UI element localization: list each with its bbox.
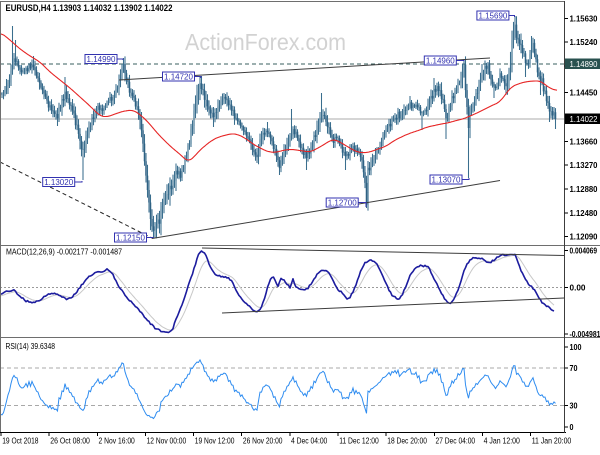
svg-text:2 Nov 16:00: 2 Nov 16:00 [99, 437, 136, 446]
svg-text:1.13270: 1.13270 [570, 160, 598, 170]
svg-text:12 Nov 00:00: 12 Nov 00:00 [147, 437, 187, 446]
svg-text:1.14022: 1.14022 [570, 114, 598, 124]
svg-text:30: 30 [570, 400, 578, 410]
svg-text:27 Dec 04:00: 27 Dec 04:00 [436, 437, 476, 446]
svg-text:0.00: 0.00 [570, 283, 586, 293]
svg-text:18 Dec 20:00: 18 Dec 20:00 [387, 437, 427, 446]
svg-text:0.004069: 0.004069 [570, 246, 598, 256]
svg-text:1.14990: 1.14990 [87, 55, 116, 64]
svg-text:1.12480: 1.12480 [570, 208, 598, 218]
svg-text:-0.004981: -0.004981 [570, 329, 600, 339]
svg-text:11 Jan 20:00: 11 Jan 20:00 [532, 437, 572, 446]
svg-text:1.15690: 1.15690 [478, 12, 507, 21]
svg-text:1.13070: 1.13070 [432, 176, 461, 185]
svg-text:1.12090: 1.12090 [570, 232, 598, 242]
svg-text:1.15240: 1.15240 [570, 37, 598, 47]
svg-text:11 Dec 12:00: 11 Dec 12:00 [339, 437, 379, 446]
svg-text:1.15630: 1.15630 [570, 14, 598, 24]
svg-text:1.13020: 1.13020 [44, 178, 73, 187]
svg-text:1.14450: 1.14450 [570, 88, 598, 98]
svg-text:EURUSD,H4 1.13903 1.14032 1.1: EURUSD,H4 1.13903 1.14032 1.13902 1.1402… [6, 3, 173, 13]
svg-text:4 Dec 04:00: 4 Dec 04:00 [291, 437, 328, 446]
svg-text:1.12700: 1.12700 [328, 199, 357, 208]
svg-text:1.14890: 1.14890 [570, 59, 598, 69]
svg-text:1.14720: 1.14720 [164, 73, 193, 82]
svg-text:0: 0 [570, 422, 574, 432]
svg-text:1.13660: 1.13660 [570, 137, 598, 147]
svg-text:ActionForex.com: ActionForex.com [185, 29, 346, 55]
svg-text:26 Oct 08:00: 26 Oct 08:00 [50, 437, 90, 446]
svg-text:4 Jan 12:00: 4 Jan 12:00 [484, 437, 521, 446]
svg-text:19 Nov 12:00: 19 Nov 12:00 [195, 437, 235, 446]
svg-text:MACD(12,26,9) -0.002177 -0.001: MACD(12,26,9) -0.002177 -0.001487 [6, 247, 122, 257]
svg-text:19 Oct 2018: 19 Oct 2018 [2, 437, 39, 446]
svg-text:70: 70 [570, 363, 578, 373]
svg-text:RSI(14) 39.6348: RSI(14) 39.6348 [6, 341, 56, 351]
svg-text:26 Nov 20:00: 26 Nov 20:00 [243, 437, 283, 446]
svg-text:100: 100 [570, 342, 582, 352]
svg-text:1.12880: 1.12880 [570, 184, 598, 194]
svg-text:1.12150: 1.12150 [116, 234, 145, 243]
svg-text:1.14960: 1.14960 [426, 57, 455, 66]
